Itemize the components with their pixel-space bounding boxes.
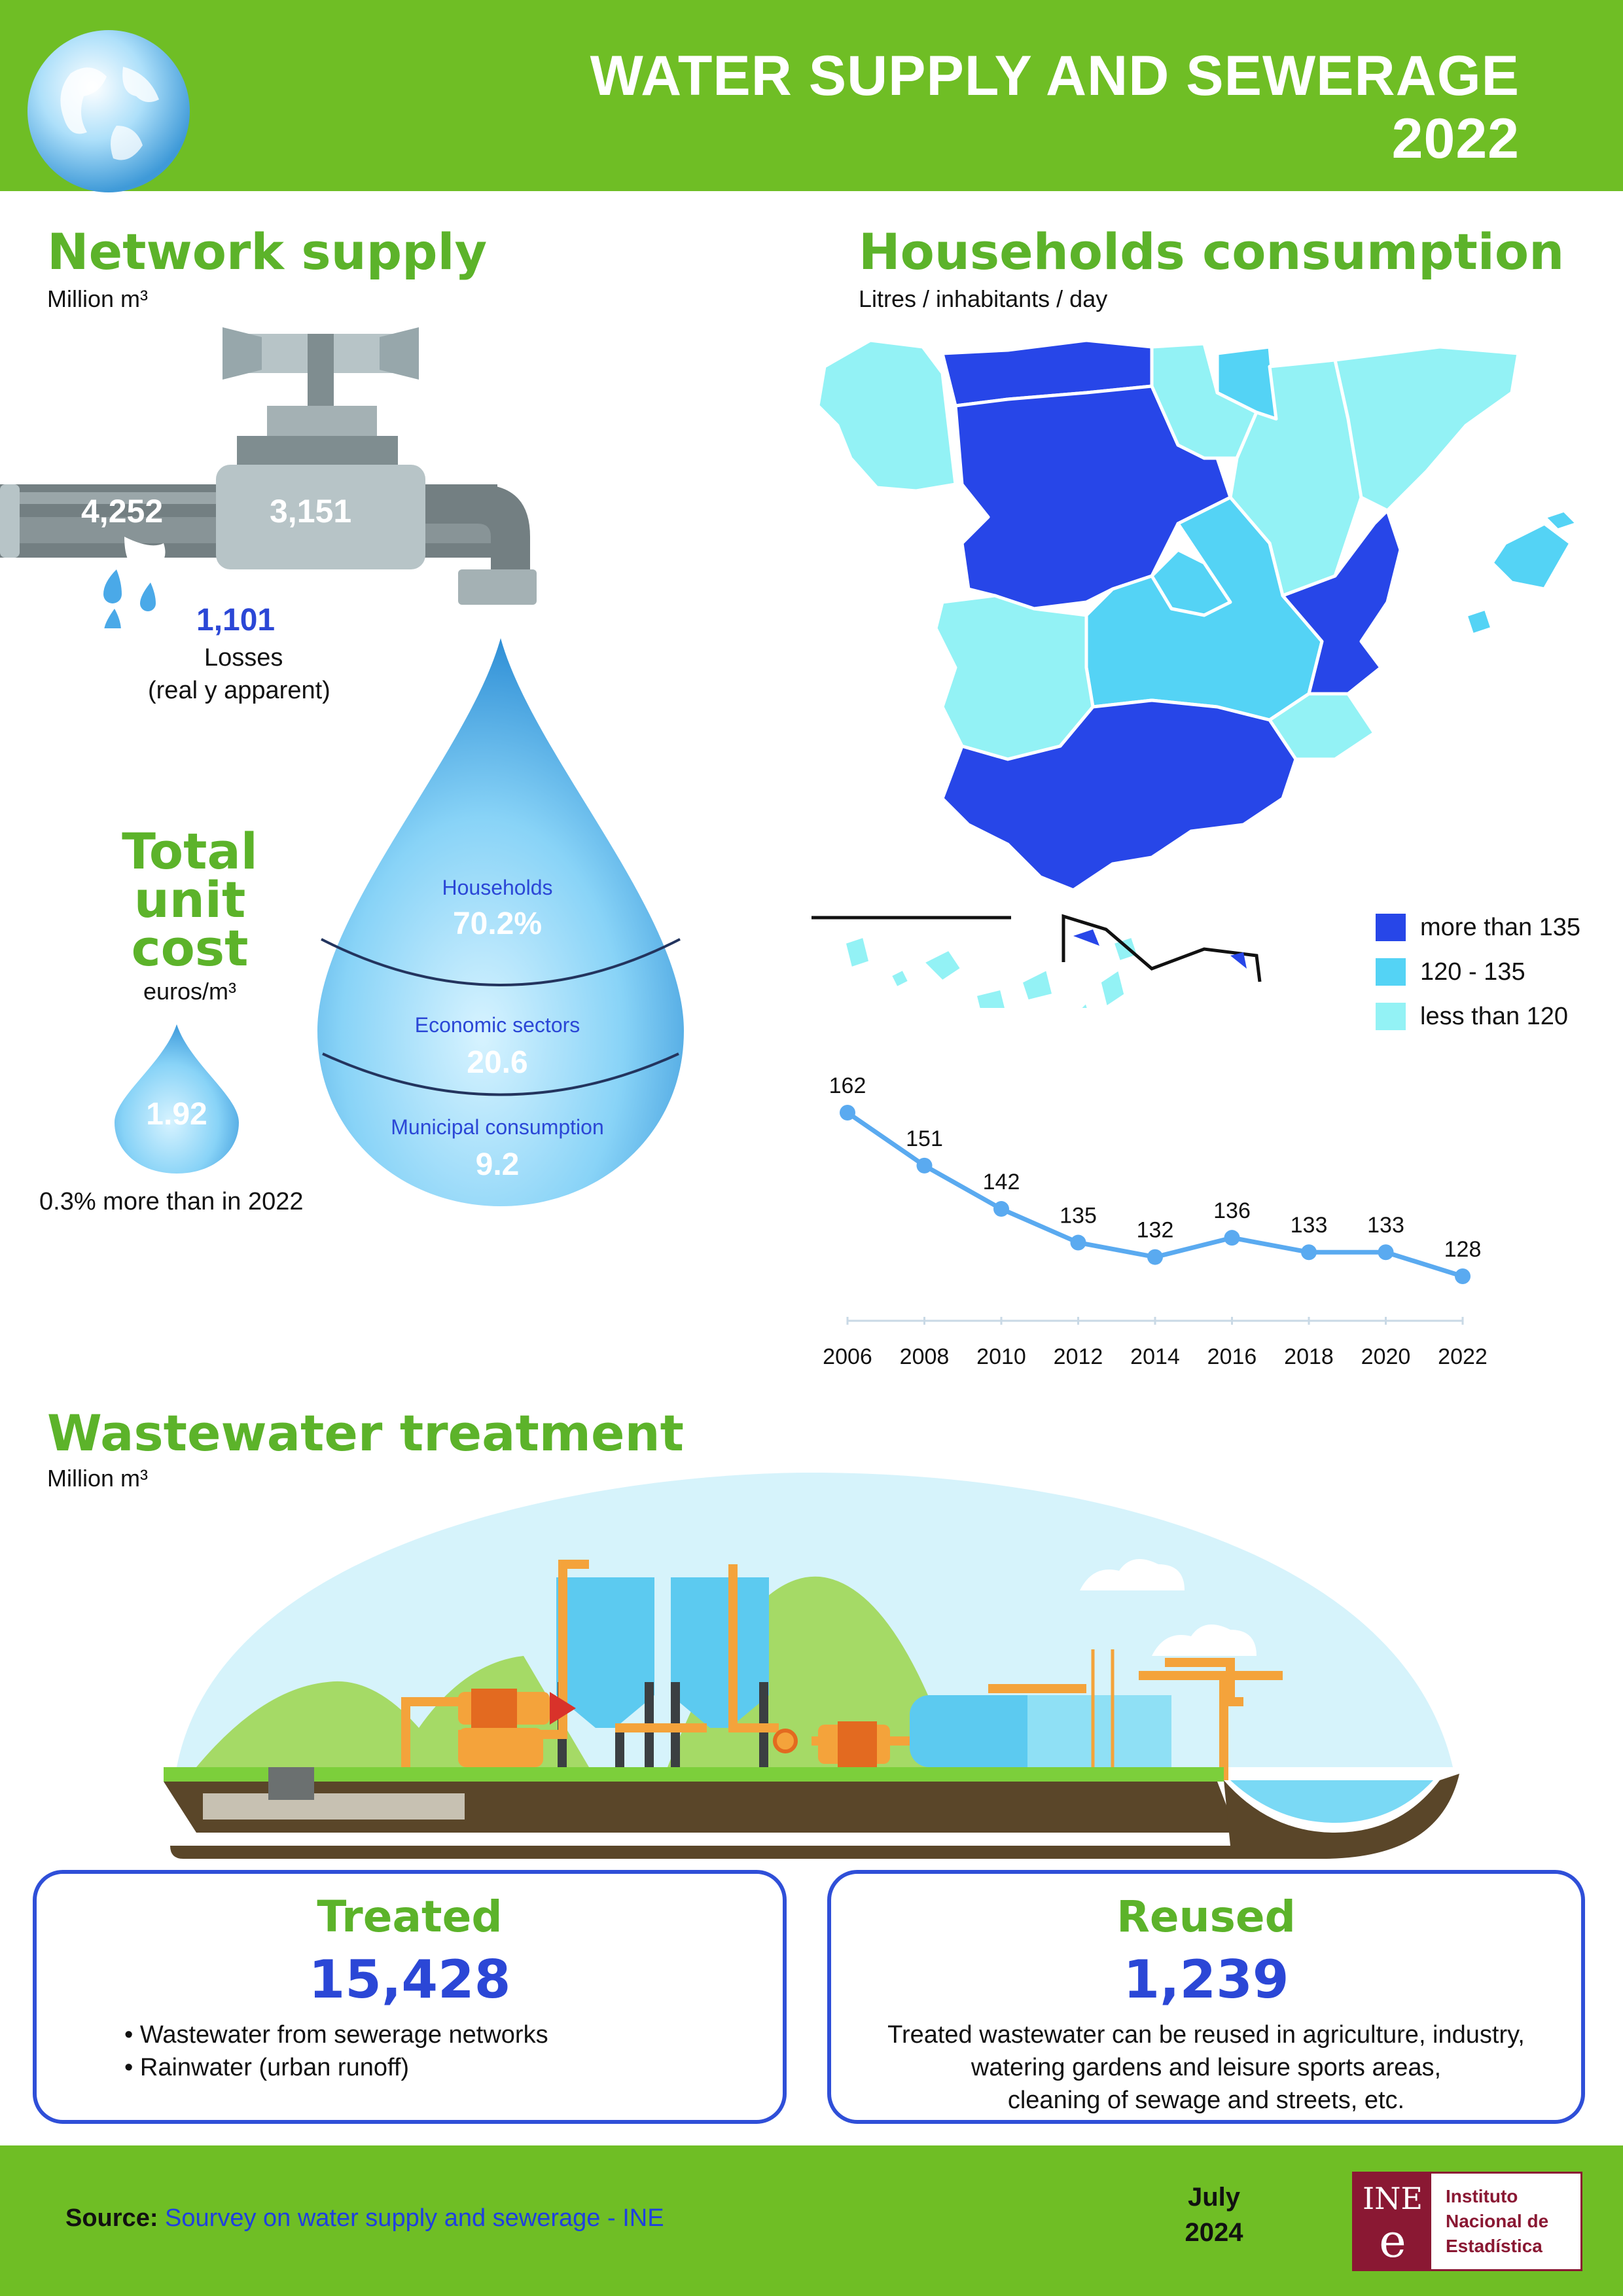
unit-cost-title-l2: unit <box>134 870 246 929</box>
legend-swatch-mid <box>1376 958 1406 986</box>
households-unit: Litres / inhabitants / day <box>859 285 1108 312</box>
data-label: 132 <box>1137 1218 1174 1243</box>
globe-icon <box>27 30 190 192</box>
data-label: 135 <box>1060 1204 1097 1229</box>
drop-economic-label: Economic sectors <box>414 1013 580 1037</box>
publication-date: July 2024 <box>1158 2179 1270 2250</box>
ine-logo-text: Instituto Nacional de Estadística <box>1446 2186 1549 2256</box>
ine-logo: INE e Instituto Nacional de Estadística <box>1352 2172 1582 2271</box>
data-point <box>1147 1249 1163 1265</box>
data-label: 142 <box>983 1170 1020 1194</box>
data-point <box>1378 1244 1394 1261</box>
reused-card <box>827 1870 1585 2124</box>
drop-households-value: 70.2% <box>452 906 543 941</box>
reused-text-l3: cleaning of sewage and streets, etc. <box>1007 2087 1405 2114</box>
supply-total: 4,252 <box>81 493 164 529</box>
x-tick-label: 2010 <box>976 1344 1026 1369</box>
treated-bullets: • Wastewater from sewerage networks • Ra… <box>124 2018 548 2084</box>
legend-swatch-low <box>1376 1003 1406 1030</box>
reused-text-l1: Treated wastewater can be reused in agri… <box>887 2021 1525 2049</box>
x-tick-label: 2020 <box>1361 1344 1411 1369</box>
data-label: 162 <box>829 1073 866 1098</box>
faucet-icon <box>0 327 537 628</box>
treated-bullet-1: • Wastewater from sewerage networks <box>124 2021 548 2049</box>
unit-cost-unit: euros/m³ <box>143 978 237 1005</box>
small-drop-icon <box>115 1024 239 1174</box>
data-label: 136 <box>1213 1198 1251 1223</box>
source-label: Source: <box>65 2204 158 2232</box>
treated-value: 15,428 <box>308 1949 511 2010</box>
source-line: Source: Sourvey on water supply and sewe… <box>65 2204 664 2233</box>
date-year: 2024 <box>1185 2218 1243 2247</box>
unit-cost-note: 0.3% more than in 2022 <box>39 1188 304 1215</box>
water-drop-icon <box>317 638 684 1206</box>
network-supply-title: Network supply <box>47 223 488 281</box>
households-title: Households consumption <box>859 223 1565 281</box>
wastewater-title: Wastewater treatment <box>47 1404 684 1462</box>
page-title-line1: WATER SUPPLY AND SEWERAGE <box>590 45 1520 107</box>
reused-text: Treated wastewater can be reused in agri… <box>827 2018 1585 2117</box>
drop-municipal-value: 9.2 <box>475 1147 520 1182</box>
reused-text-l2: watering gardens and leisure sports area… <box>971 2054 1442 2081</box>
data-point <box>1301 1244 1317 1261</box>
drop-municipal-label: Municipal consumption <box>391 1115 604 1139</box>
legend-swatch-high <box>1376 914 1406 941</box>
x-tick-label: 2012 <box>1054 1344 1103 1369</box>
network-supply-unit: Million m³ <box>47 285 149 312</box>
drop-economic-value: 20.6 <box>467 1045 528 1080</box>
ine-logo-mark: INE e <box>1354 2174 1431 2269</box>
unit-cost-value: 1.92 <box>146 1097 207 1132</box>
x-tick-label: 2018 <box>1284 1344 1334 1369</box>
drop-households-label: Households <box>442 876 553 899</box>
unit-cost-title-l1: Total <box>122 822 258 880</box>
treated-title: Treated <box>317 1892 503 1942</box>
x-tick-label: 2006 <box>823 1344 872 1369</box>
losses-value: 1,101 <box>196 603 276 637</box>
wastewater-unit: Million m³ <box>47 1465 149 1492</box>
treated-bullet-2: • Rainwater (urban runoff) <box>124 2054 410 2081</box>
unit-cost-title-l3: cost <box>131 919 249 977</box>
legend-label-high: more than 135 <box>1420 914 1581 941</box>
data-point <box>993 1201 1009 1217</box>
legend-label-mid: 120 - 135 <box>1420 958 1525 986</box>
x-tick-label: 2016 <box>1207 1344 1257 1369</box>
x-tick-label: 2022 <box>1438 1344 1488 1369</box>
legend-label-low: less than 120 <box>1420 1003 1569 1030</box>
x-tick-label: 2008 <box>900 1344 950 1369</box>
data-label: 151 <box>906 1126 943 1151</box>
data-point <box>1070 1234 1086 1251</box>
reused-title: Reused <box>1116 1892 1296 1942</box>
page-title: WATER SUPPLY AND SEWERAGE 2022 <box>407 45 1520 170</box>
supply-delivered: 3,151 <box>270 493 352 529</box>
date-month: July <box>1187 2183 1241 2212</box>
unit-cost-title: Total unit cost <box>92 827 288 973</box>
page-title-line2: 2022 <box>1391 107 1520 170</box>
reused-value: 1,239 <box>1123 1949 1289 2010</box>
data-point <box>1455 1268 1471 1284</box>
header-band <box>0 0 1623 191</box>
consumption-line-chart: 162 2006 151 2008 142 2010 135 2012 132 2014 136 20… <box>823 1073 1488 1369</box>
treated-card <box>33 1870 787 2124</box>
data-point <box>1224 1230 1240 1246</box>
data-point <box>916 1157 933 1174</box>
x-tick-label: 2014 <box>1130 1344 1180 1369</box>
data-label: 133 <box>1367 1213 1404 1238</box>
data-label: 133 <box>1291 1213 1328 1238</box>
data-point <box>840 1105 855 1121</box>
treatment-plant-illustration <box>164 1473 1459 1859</box>
losses-label: Losses <box>204 644 283 672</box>
data-label: 128 <box>1444 1237 1482 1262</box>
source-link[interactable]: Sourvey on water supply and sewerage - I… <box>165 2204 664 2232</box>
spain-map <box>812 338 1579 1008</box>
losses-note: (real y apparent) <box>148 677 330 704</box>
